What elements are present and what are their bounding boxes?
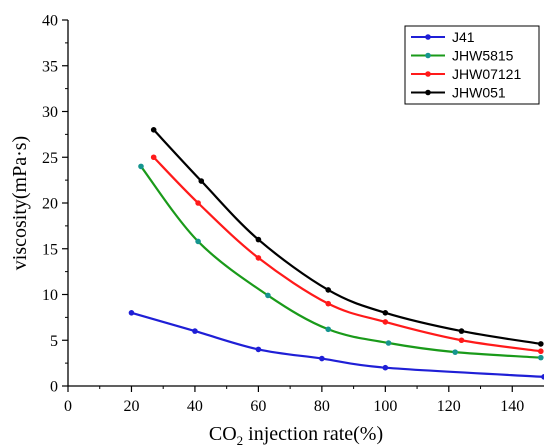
data-point-J41-1 <box>192 328 198 334</box>
data-point-JHW5815-6 <box>538 354 544 361</box>
series-line-JHW5815 <box>140 165 541 359</box>
data-point-JHW051-6 <box>538 341 544 347</box>
x-tick-label: 100 <box>373 398 397 415</box>
legend-label-JHW07121: JHW07121 <box>452 66 521 82</box>
y-tick-label: 0 <box>50 379 58 396</box>
x-axis-title-subscript: 2 <box>237 433 244 447</box>
series-JHW051 <box>150 127 544 347</box>
data-point-J41-3 <box>319 355 325 362</box>
data-point-JHW07121-5 <box>458 337 465 344</box>
y-tick-label: 25 <box>42 150 58 167</box>
x-tick-label: 0 <box>64 398 72 415</box>
legend-marker-J41 <box>425 34 431 40</box>
data-point-JHW051-3 <box>325 287 332 293</box>
x-tick-label: 120 <box>437 398 461 415</box>
data-point-JHW07121-1 <box>195 200 201 206</box>
data-point-JHW5815-3 <box>325 326 332 333</box>
data-point-JHW5815-4 <box>385 340 392 346</box>
x-tick-label: 20 <box>123 398 139 415</box>
legend-label-J41: J41 <box>452 29 475 45</box>
y-tick-label: 30 <box>42 104 58 121</box>
y-tick-label: 40 <box>42 13 58 30</box>
data-point-JHW051-0 <box>150 127 157 133</box>
data-point-JHW07121-3 <box>325 300 332 307</box>
data-point-JHW051-2 <box>255 236 262 243</box>
x-axis-title-main: CO <box>209 423 237 445</box>
x-tick-label: 60 <box>250 398 266 415</box>
legend-marker-JHW051 <box>425 89 431 96</box>
data-point-J41-0 <box>128 310 135 316</box>
y-tick-label: 20 <box>42 196 58 213</box>
legend-marker-JHW5815 <box>425 52 431 59</box>
data-point-JHW5815-0 <box>138 163 144 170</box>
series-J41 <box>128 310 544 380</box>
data-point-JHW07121-0 <box>150 154 157 161</box>
data-point-JHW5815-5 <box>452 349 458 355</box>
data-point-JHW051-5 <box>458 328 465 334</box>
data-point-J41-5 <box>541 374 544 380</box>
y-axis-title: viscosity(mPa·s) <box>9 136 31 270</box>
y-tick-label: 15 <box>42 241 58 258</box>
x-axis-title-rest: injection rate(%) <box>243 423 383 445</box>
data-point-J41-4 <box>382 364 389 371</box>
data-point-JHW5815-1 <box>195 238 201 245</box>
data-point-JHW5815-2 <box>265 292 271 299</box>
x-tick-label: 40 <box>187 398 203 415</box>
x-axis-title: CO2 injection rate(%) <box>209 423 383 447</box>
x-tick-label: 140 <box>500 398 524 415</box>
series-JHW07121 <box>150 154 544 355</box>
data-point-JHW051-1 <box>198 178 205 184</box>
series-JHW5815 <box>138 163 544 361</box>
y-tick-label: 35 <box>42 58 58 75</box>
data-point-JHW051-4 <box>382 310 389 316</box>
data-point-JHW07121-6 <box>538 348 544 355</box>
x-tick-label: 80 <box>314 398 330 415</box>
series-line-J41 <box>131 311 544 378</box>
legend-marker-JHW07121 <box>425 71 431 77</box>
data-point-JHW07121-2 <box>255 255 262 261</box>
y-tick-label: 5 <box>50 333 58 350</box>
y-tick-label: 10 <box>42 287 58 304</box>
legend-label-JHW5815: JHW5815 <box>452 48 514 64</box>
data-point-JHW07121-4 <box>382 319 389 325</box>
legend-label-JHW051: JHW051 <box>452 85 506 101</box>
data-point-J41-2 <box>255 346 262 353</box>
